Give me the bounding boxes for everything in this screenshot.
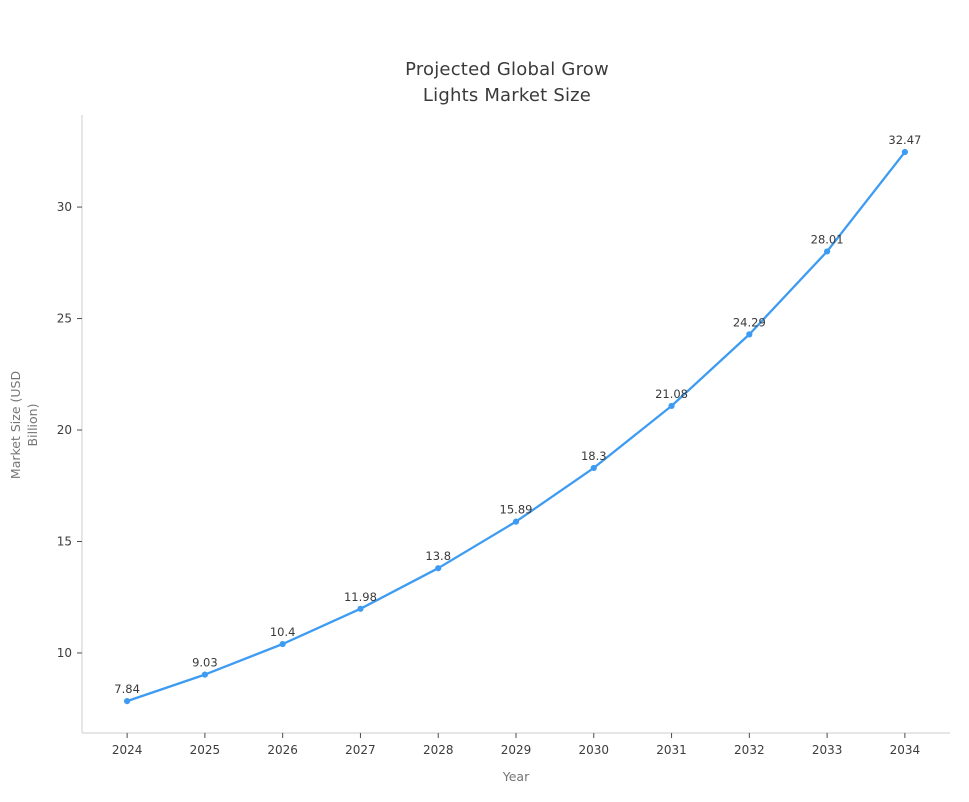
data-point-label: 28.01 — [811, 232, 844, 246]
data-point-label: 18.3 — [581, 449, 607, 463]
data-point-label: 21.08 — [655, 387, 688, 401]
x-tick-label: 2026 — [267, 743, 298, 757]
x-tick-label: 2031 — [656, 743, 687, 757]
x-tick-label: 2029 — [501, 743, 532, 757]
x-tick-label: 2025 — [190, 743, 221, 757]
y-tick-label: 15 — [57, 534, 72, 548]
x-tick-label: 2024 — [112, 743, 143, 757]
data-point-marker — [435, 565, 442, 572]
data-point-marker — [201, 671, 208, 678]
data-point-label: 10.4 — [270, 625, 296, 639]
x-tick-label: 2032 — [734, 743, 765, 757]
data-point-label: 13.8 — [425, 549, 451, 563]
chart-title: Projected Global Grow Lights Market Size — [405, 57, 609, 109]
data-point-marker — [590, 464, 597, 472]
x-tick-label: 2033 — [812, 743, 843, 757]
data-point-marker — [901, 148, 908, 156]
chart-title-line1: Projected Global Grow — [405, 59, 609, 80]
data-point-marker — [746, 331, 753, 338]
chart-title-line2: Lights Market Size — [422, 85, 592, 106]
data-point-label: 7.84 — [114, 682, 140, 696]
data-point-label: 32.47 — [888, 133, 921, 147]
data-point-marker — [512, 518, 520, 525]
x-axis-title: Year — [502, 769, 530, 784]
data-point-label: 11.98 — [344, 590, 377, 604]
y-axis-title: Market Size (USD Billion) — [8, 371, 40, 479]
data-point-marker — [279, 640, 286, 648]
line-series — [125, 150, 907, 703]
data-point-marker — [124, 698, 131, 705]
data-point-marker — [357, 605, 364, 612]
data-point-label: 15.89 — [500, 503, 533, 517]
data-point-marker — [824, 248, 831, 255]
x-tick-label: 2030 — [579, 743, 610, 757]
x-tick-label: 2034 — [890, 743, 921, 757]
x-tick-label: 2027 — [345, 743, 376, 757]
data-point-label: 24.29 — [733, 315, 766, 329]
y-tick-label: 30 — [57, 200, 72, 214]
data-point-label: 9.03 — [192, 656, 218, 670]
data-point-marker — [668, 402, 675, 410]
y-tick-label: 10 — [57, 646, 72, 660]
x-tick-label: 2028 — [423, 743, 454, 757]
y-tick-label: 20 — [57, 423, 72, 437]
y-tick-label: 25 — [57, 312, 72, 326]
